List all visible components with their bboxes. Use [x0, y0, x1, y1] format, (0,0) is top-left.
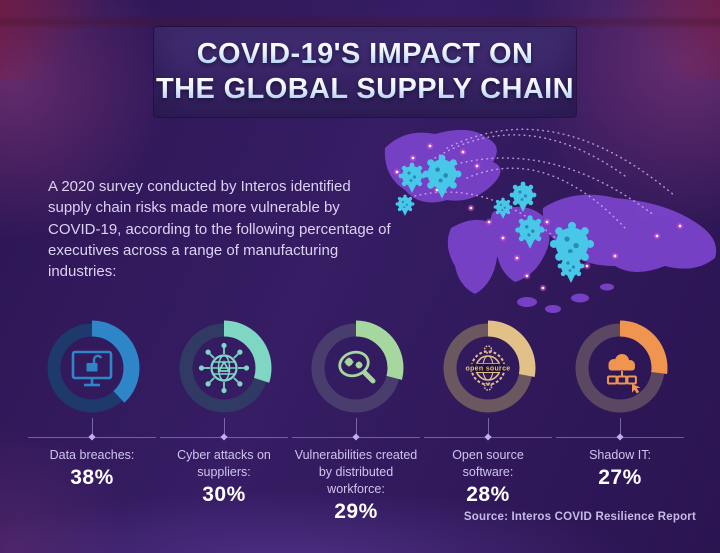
source-attribution: Source: Interos COVID Resilience Report	[463, 511, 696, 523]
donut-chart-vulnerabilities	[308, 320, 404, 416]
stat-value: 28%	[466, 482, 510, 506]
connector-rule	[424, 433, 552, 441]
connector-rule	[160, 433, 288, 441]
network-virus-icon	[198, 342, 250, 394]
donut-chart-data-breaches	[44, 320, 140, 416]
stats-row: Data breaches: 38%	[28, 318, 684, 524]
connector-node	[352, 433, 360, 441]
stat-label: Data breaches:	[49, 448, 135, 462]
connector-node	[220, 433, 228, 441]
stat-label: Vulnerabilities created by distributed w…	[294, 448, 418, 496]
connector-rule	[556, 433, 684, 441]
connector-node	[484, 433, 492, 441]
donut-chart-shadow-it	[572, 320, 668, 416]
stat-value: 27%	[598, 465, 642, 489]
intro-paragraph: A 2020 survey conducted by Interos ident…	[48, 178, 391, 281]
stat-value: 38%	[70, 465, 114, 489]
open-source-icon: open source	[466, 345, 511, 391]
top-shadow-band	[0, 15, 720, 29]
title-banner: COVID-19'S IMPACT ON THE GLOBAL SUPPLY C…	[154, 27, 576, 117]
connector-line	[91, 418, 93, 437]
stat-cyber-attacks: Cyber attacks on suppliers: 30%	[160, 318, 288, 524]
stat-value: 30%	[202, 482, 246, 506]
page-title-line2: THE GLOBAL SUPPLY CHAIN	[156, 73, 574, 105]
magnifier-virus-icon	[338, 350, 376, 384]
corner-glow-top-left	[0, 0, 150, 80]
stat-shadow-it: Shadow IT: 27%	[556, 318, 684, 524]
donut-chart-open-source: open source	[440, 320, 536, 416]
world-map-illustration	[384, 128, 717, 313]
connector-line	[355, 418, 357, 437]
stat-value: 29%	[334, 499, 378, 523]
stat-vulnerabilities: Vulnerabilities created by distributed w…	[292, 318, 420, 524]
stat-open-source: open source Open source software: 28%	[424, 318, 552, 524]
open-source-label: open source	[466, 365, 511, 372]
map-landmass	[384, 129, 717, 313]
corner-glow-top-right	[570, 0, 720, 80]
monitor-unlock-icon	[71, 350, 113, 387]
connector-rule	[292, 433, 420, 441]
donut-chart-cyber-attacks	[176, 320, 272, 416]
cloud-network-icon	[607, 354, 641, 394]
connector-node	[616, 433, 624, 441]
connector-node	[88, 433, 96, 441]
page-title-line1: COVID-19'S IMPACT ON	[196, 38, 534, 71]
connector-line	[487, 418, 489, 437]
connector-line	[223, 418, 225, 437]
connector-rule	[28, 433, 156, 441]
connector-line	[619, 418, 621, 437]
stat-label: Cyber attacks on suppliers:	[177, 448, 271, 479]
stat-data-breaches: Data breaches: 38%	[28, 318, 156, 524]
stat-label: Shadow IT:	[589, 448, 651, 462]
stat-label: Open source software:	[452, 448, 524, 479]
